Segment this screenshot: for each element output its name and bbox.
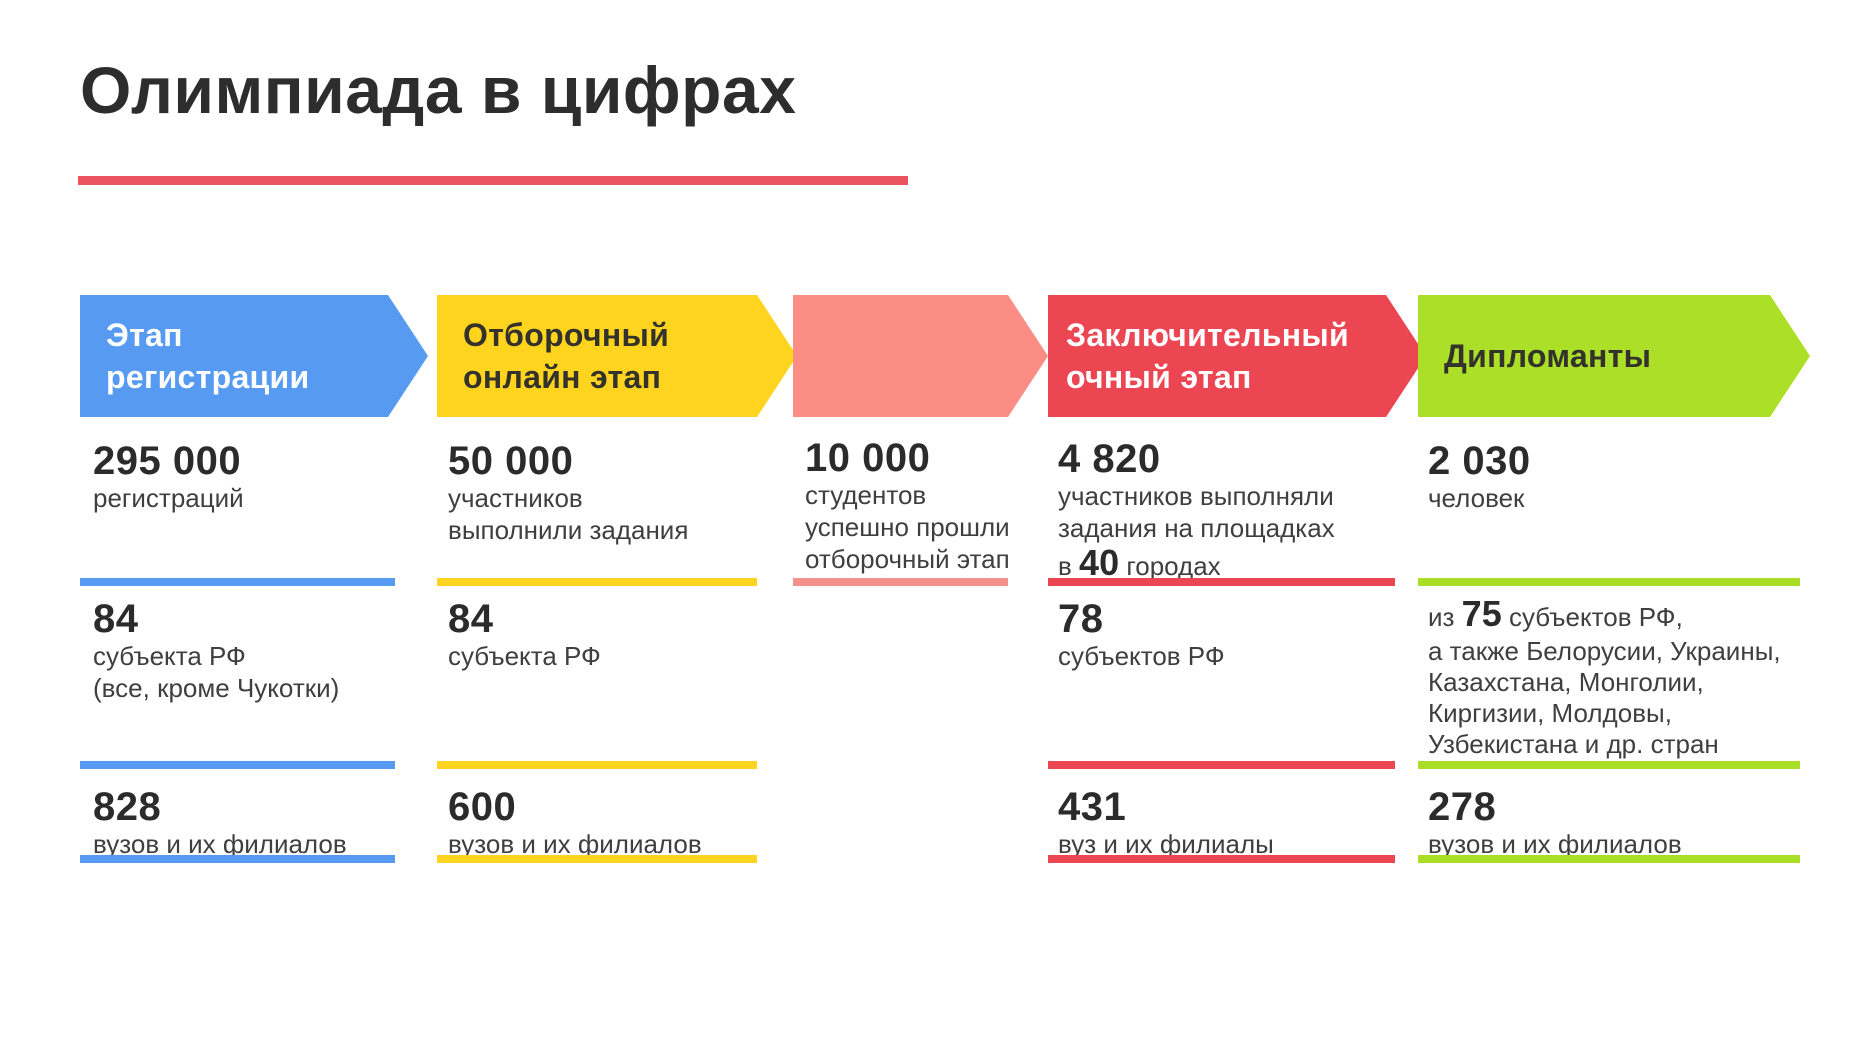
stat-number: 2 030 [1428, 439, 1531, 483]
stage-label: Этап регистрации [106, 317, 310, 395]
stage-label: Заключительный очный этап [1066, 317, 1349, 395]
stat-caption: участников выполнили задания [448, 483, 689, 545]
divider [1048, 578, 1395, 586]
divider [437, 578, 757, 586]
stat-diploma-universities: 278 вузов и их филиалов [1428, 786, 1818, 860]
inline-big-number: 75 [1461, 593, 1502, 634]
stat-diploma-regions: из 75 субъектов РФ, а также Белорусии, У… [1428, 595, 1823, 760]
stat-online-participants: 50 000 участников выполнили задания [448, 440, 778, 546]
stat-caption: регистраций [93, 483, 244, 513]
stat-caption-inline: из 75 субъектов РФ, [1428, 593, 1683, 634]
stat-number: 78 [1058, 597, 1104, 641]
stat-registration-regions: 84 субъекта РФ (все, кроме Чукотки) [93, 598, 423, 704]
inline-big-number: 40 [1079, 542, 1120, 583]
divider [1418, 855, 1800, 863]
stat-final-participants: 4 820 участников выполняли задания на пл… [1058, 438, 1408, 585]
stage-arrow-final: Заключительный очный этап [1048, 295, 1426, 417]
stat-number: 431 [1058, 785, 1127, 829]
divider [437, 855, 757, 863]
stat-number: 84 [93, 597, 139, 641]
stat-caption: участников выполняли задания на площадка… [1058, 481, 1335, 543]
divider [1048, 855, 1395, 863]
stat-registration-total: 295 000 регистраций [93, 440, 423, 514]
stat-caption: студентов успешно прошли отборочный этап [805, 480, 1010, 574]
divider [80, 761, 395, 769]
stat-caption-inline: в 40 городах [1058, 542, 1221, 583]
stage-label: Дипломанты [1444, 338, 1652, 374]
stat-selected-students: 10 000 студентов успешно прошли отборочн… [805, 437, 1045, 575]
stat-final-regions: 78 субъектов РФ [1058, 598, 1408, 672]
stat-number: 4 820 [1058, 437, 1161, 481]
stat-caption: а также Белорусии, Украины, Казахстана, … [1428, 636, 1781, 759]
stat-caption: вузов и их филиалов [448, 829, 702, 859]
stat-number: 295 000 [93, 439, 242, 483]
stage-arrow-online: Отборочный онлайн этап [437, 295, 797, 417]
divider [1418, 761, 1800, 769]
stat-online-regions: 84 субъекта РФ [448, 598, 778, 672]
stage-label: Отборочный онлайн этап [463, 317, 670, 395]
title-underline [78, 176, 908, 185]
stat-caption: субъектов РФ [1058, 641, 1225, 671]
divider [1048, 761, 1395, 769]
stat-caption: субъекта РФ (все, кроме Чукотки) [93, 641, 340, 703]
stat-number: 84 [448, 597, 494, 641]
divider [80, 855, 395, 863]
stat-number: 600 [448, 785, 517, 829]
divider [1418, 578, 1800, 586]
stat-caption: вузов и их филиалов [1428, 829, 1682, 859]
stat-diploma-people: 2 030 человек [1428, 440, 1818, 514]
stat-caption: вуз и их филиалы [1058, 829, 1274, 859]
stat-final-universities: 431 вуз и их филиалы [1058, 786, 1408, 860]
stat-online-universities: 600 вузов и их филиалов [448, 786, 778, 860]
stat-number: 50 000 [448, 439, 574, 483]
stage-arrow-registration: Этап регистрации [80, 295, 428, 417]
divider [80, 578, 395, 586]
stage-arrow-diploma: Дипломанты [1418, 295, 1810, 417]
stage-arrow-selected [793, 295, 1048, 417]
divider [793, 578, 1008, 586]
stat-number: 10 000 [805, 436, 931, 480]
stat-caption: человек [1428, 483, 1525, 513]
stat-number: 828 [93, 785, 162, 829]
stat-number: 278 [1428, 785, 1497, 829]
divider [437, 761, 757, 769]
stat-caption: вузов и их филиалов [93, 829, 347, 859]
stat-registration-universities: 828 вузов и их филиалов [93, 786, 423, 860]
page-title: Олимпиада в цифрах [80, 53, 797, 127]
stat-caption: субъекта РФ [448, 641, 601, 671]
